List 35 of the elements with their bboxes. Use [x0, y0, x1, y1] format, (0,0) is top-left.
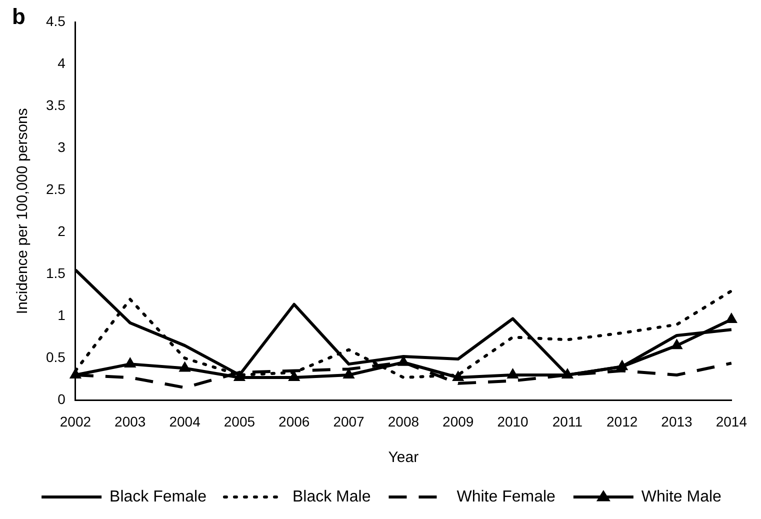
x-tick-label: 2006: [278, 413, 310, 430]
x-tick-label: 2011: [552, 413, 583, 430]
y-tick-label: 3.5: [46, 96, 66, 113]
x-tick-label: 2014: [716, 413, 748, 430]
x-tick-label: 2004: [169, 413, 201, 430]
y-tick-label: 0.5: [46, 349, 66, 366]
y-tick-label: 3: [58, 138, 66, 155]
legend-label: White Male: [641, 488, 722, 506]
x-axis-title: Year: [388, 449, 419, 466]
y-tick-label: 2: [58, 222, 66, 239]
x-tick-label: 2002: [60, 413, 92, 430]
x-tick-label: 2008: [388, 413, 420, 430]
y-tick-label: 0: [58, 391, 66, 408]
y-tick-label: 2.5: [46, 180, 66, 197]
y-tick-label: 4.5: [46, 12, 66, 29]
x-tick-label: 2013: [661, 413, 693, 430]
text: b: [12, 4, 26, 30]
point: [506, 368, 519, 378]
point: [124, 357, 136, 368]
point: [670, 338, 683, 350]
legend-label: Black Female: [110, 488, 207, 506]
point: [178, 361, 191, 372]
legend-label: Black Male: [292, 488, 371, 506]
y-axis-title: Incidence per 100,000 persons: [14, 108, 32, 314]
x-tick-label: 2010: [497, 413, 529, 430]
x-tick-label: 2007: [333, 413, 365, 430]
x-tick-label: 2005: [224, 413, 256, 430]
x-tick-label: 2012: [606, 413, 638, 430]
y-tick-label: 1: [58, 307, 66, 324]
legend-label: White Female: [456, 488, 556, 506]
point: [452, 370, 464, 382]
y-tick-label: 1.5: [46, 264, 66, 281]
x-tick-label: 2003: [114, 413, 146, 430]
y-tick-label: 4: [58, 54, 66, 71]
x-tick-label: 2009: [442, 413, 474, 430]
